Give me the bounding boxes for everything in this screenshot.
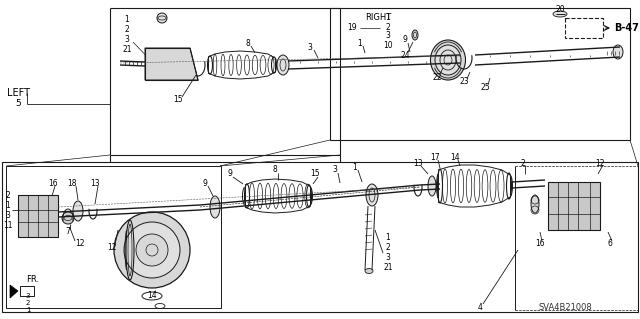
Text: 9: 9 [228, 169, 232, 179]
Text: 23: 23 [459, 78, 469, 86]
Ellipse shape [412, 30, 418, 40]
Text: 20: 20 [555, 4, 565, 13]
Ellipse shape [210, 196, 220, 218]
Text: RIGHT: RIGHT [365, 13, 391, 23]
Bar [330, 8, 630, 140]
Text: 2: 2 [6, 190, 10, 199]
Circle shape [136, 234, 168, 266]
Text: 13: 13 [413, 159, 423, 167]
Ellipse shape [153, 51, 181, 77]
Ellipse shape [366, 184, 378, 206]
Text: 6: 6 [607, 240, 612, 249]
Ellipse shape [428, 176, 436, 196]
Polygon shape [18, 195, 58, 237]
Circle shape [62, 212, 74, 224]
Text: 2: 2 [26, 300, 30, 306]
Text: 12: 12 [595, 159, 605, 167]
Circle shape [550, 186, 557, 192]
Text: FR.: FR. [26, 276, 39, 285]
Ellipse shape [73, 201, 83, 221]
Ellipse shape [163, 60, 171, 68]
Text: 2: 2 [520, 159, 525, 167]
Text: 3: 3 [385, 32, 390, 41]
Bar [20, 286, 34, 296]
Text: LEFT: LEFT [6, 88, 29, 98]
Text: 12: 12 [76, 240, 84, 249]
Bar [2, 162, 638, 312]
Text: 2: 2 [125, 26, 129, 34]
Ellipse shape [531, 195, 539, 213]
Text: 1: 1 [6, 201, 10, 210]
Text: 17: 17 [430, 152, 440, 161]
Text: 3: 3 [6, 211, 10, 219]
Ellipse shape [158, 55, 176, 73]
Bar [6, 166, 221, 308]
Text: 8: 8 [273, 166, 277, 174]
Text: 22: 22 [432, 72, 442, 81]
Text: 13: 13 [90, 179, 100, 188]
Circle shape [49, 198, 56, 205]
Ellipse shape [365, 269, 373, 273]
Text: 18: 18 [67, 179, 77, 188]
Text: 14: 14 [147, 291, 157, 300]
Text: 3: 3 [385, 254, 390, 263]
Circle shape [19, 226, 26, 234]
Polygon shape [10, 285, 18, 298]
Text: 14: 14 [450, 152, 460, 161]
Text: 3: 3 [125, 35, 129, 44]
Text: 25: 25 [480, 84, 490, 93]
Ellipse shape [613, 45, 623, 59]
Text: 15: 15 [173, 95, 183, 105]
Text: 4: 4 [477, 302, 483, 311]
Text: 8: 8 [246, 39, 250, 48]
Circle shape [124, 222, 180, 278]
Text: 9: 9 [403, 35, 408, 44]
Text: 1: 1 [353, 162, 357, 172]
Text: 2: 2 [386, 243, 390, 253]
Polygon shape [145, 48, 198, 80]
Circle shape [49, 226, 56, 234]
Text: 3: 3 [308, 42, 312, 51]
Text: 16: 16 [535, 240, 545, 249]
Circle shape [550, 219, 557, 226]
Text: 19: 19 [348, 24, 357, 33]
Text: SVA4B21008: SVA4B21008 [538, 302, 592, 311]
Text: 3: 3 [333, 166, 337, 174]
Text: 21: 21 [122, 46, 132, 55]
Text: 10: 10 [383, 41, 393, 49]
Text: 24: 24 [400, 50, 410, 60]
Circle shape [591, 219, 598, 226]
Polygon shape [548, 182, 600, 230]
Text: 9: 9 [203, 179, 207, 188]
Text: 1: 1 [125, 16, 129, 25]
Text: 21: 21 [383, 263, 393, 272]
Circle shape [157, 13, 167, 23]
Text: 15: 15 [310, 169, 320, 179]
Text: 5: 5 [15, 100, 21, 108]
Ellipse shape [277, 55, 289, 75]
Text: 2: 2 [386, 23, 390, 32]
Circle shape [114, 212, 190, 288]
Text: 1: 1 [386, 13, 390, 23]
Text: 1: 1 [26, 307, 30, 313]
Ellipse shape [435, 45, 461, 75]
Circle shape [19, 198, 26, 205]
Text: 7: 7 [65, 227, 70, 236]
Text: 16: 16 [48, 179, 58, 188]
Text: 1: 1 [386, 234, 390, 242]
Ellipse shape [431, 40, 465, 80]
Text: 11: 11 [3, 220, 13, 229]
Text: 1: 1 [358, 39, 362, 48]
Text: B-47: B-47 [614, 23, 639, 33]
Ellipse shape [553, 11, 567, 17]
Text: 3: 3 [26, 293, 30, 299]
Circle shape [591, 186, 598, 192]
Bar [565, 18, 603, 38]
Text: 12: 12 [108, 243, 116, 253]
